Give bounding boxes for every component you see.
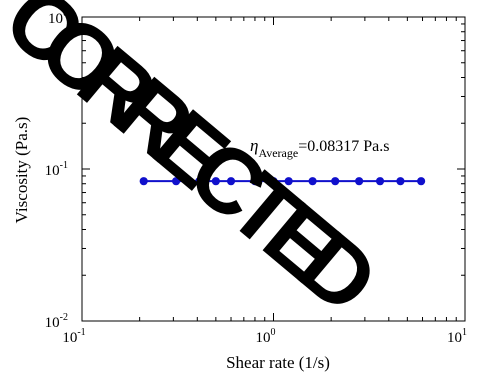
data-point <box>308 177 317 186</box>
data-point <box>226 177 236 186</box>
y-tick-label: 10-2 <box>45 312 68 331</box>
data-point <box>269 177 278 186</box>
x-tick-label-base: 10 <box>447 330 462 346</box>
data-point <box>250 177 260 186</box>
x-tick-label-exponent: -1 <box>77 327 85 338</box>
x-tick-label: 10-1 <box>62 327 85 346</box>
x-tick-label-base: 10 <box>256 330 271 346</box>
data-point <box>211 177 220 186</box>
data-point <box>355 177 364 186</box>
x-tick-label: 101 <box>447 327 467 346</box>
series-layer <box>139 177 426 186</box>
data-point <box>375 177 385 186</box>
data-point <box>396 177 405 186</box>
y-axis-label: Viscosity (Pa.s) <box>12 117 31 224</box>
y-tick-label-exponent: 0 <box>63 8 68 19</box>
x-axis-label: Shear rate (1/s) <box>226 353 330 372</box>
y-tick-label-exponent: -1 <box>60 160 68 171</box>
annotation-value: =0.08317 Pa.s <box>298 138 389 155</box>
data-point <box>139 177 148 186</box>
tick-marks <box>81 17 465 322</box>
data-point <box>195 177 204 186</box>
x-tick-label-base: 10 <box>62 330 77 346</box>
y-tick-label: 10-1 <box>45 160 68 179</box>
y-tick-label-base: 10 <box>45 163 60 179</box>
annotation-subscript: Average <box>258 146 298 160</box>
y-tick-label-base: 10 <box>45 315 60 331</box>
x-tick-label-exponent: 1 <box>462 327 467 338</box>
average-annotation: ηAverage=0.08317 Pa.s <box>250 136 389 160</box>
data-point <box>284 177 293 186</box>
annotation-symbol: η <box>250 136 258 155</box>
data-point <box>171 177 181 186</box>
x-tick-label: 100 <box>256 327 276 346</box>
x-tick-label-exponent: 0 <box>271 327 276 338</box>
y-tick-label: 100 <box>48 8 68 27</box>
y-tick-label-base: 10 <box>48 11 63 27</box>
y-tick-label-exponent: -2 <box>60 312 68 323</box>
data-point <box>417 177 426 186</box>
data-point <box>331 177 340 186</box>
